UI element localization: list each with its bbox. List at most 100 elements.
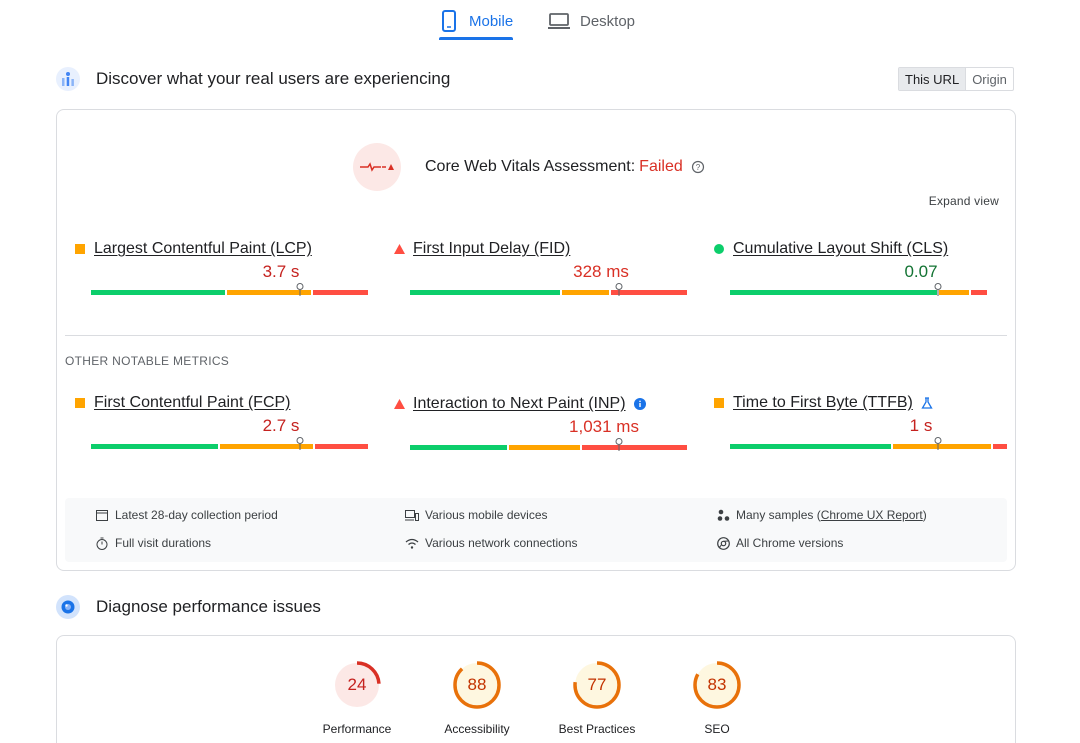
best-practices-label: Best Practices: [558, 722, 636, 736]
diagnose-card: 24 Performance 88 Accessibility 77 Best …: [56, 635, 1016, 743]
help-icon[interactable]: ?: [691, 160, 705, 174]
inp-link[interactable]: Interaction to Next Paint (INP): [413, 395, 626, 412]
inp-p75-marker: [615, 438, 623, 451]
metric-lcp: Largest Contentful Paint (LCP) 3.7 s: [75, 240, 368, 296]
assessment-label: Core Web Vitals Assessment:: [425, 158, 636, 175]
samples-icon: [716, 508, 730, 522]
cls-value: 0.07: [904, 262, 938, 281]
gauge-arc: [573, 661, 621, 709]
ttfb-p75-marker: [934, 437, 942, 450]
metric-fcp: First Contentful Paint (FCP) 2.7 s: [75, 394, 368, 450]
ttfb-link[interactable]: Time to First Byte (TTFB): [733, 394, 913, 411]
inp-distribution-bar: [410, 445, 689, 450]
expand-view-button[interactable]: Expand view: [928, 194, 999, 208]
field-data-card: Core Web Vitals Assessment: Failed ? Exp…: [56, 109, 1016, 571]
section-divider: [65, 335, 1007, 336]
gauge-performance[interactable]: 24 Performance: [297, 660, 417, 736]
field-data-header: Discover what your real users are experi…: [56, 67, 450, 91]
fcp-value: 2.7 s: [262, 416, 300, 435]
users-chart-icon: [56, 67, 80, 91]
ttfb-value: 1 s: [909, 416, 933, 435]
info-durations-text: Full visit durations: [115, 536, 212, 550]
toggle-this-url[interactable]: This URL: [899, 68, 967, 90]
info-icon[interactable]: [633, 398, 646, 410]
calendar-icon: [95, 508, 109, 522]
info-versions: All Chrome versions: [716, 536, 843, 550]
lighthouse-icon: [56, 595, 80, 619]
collection-info-panel: Latest 28-day collection period Full vis…: [65, 498, 1007, 562]
diagnose-title: Diagnose performance issues: [96, 597, 321, 616]
assessment-result: Failed: [639, 158, 683, 175]
gauge-background: [695, 663, 739, 707]
lcp-value: 3.7 s: [262, 262, 300, 281]
red-triangle-icon: [394, 399, 410, 409]
lcp-p75-marker: [296, 283, 304, 296]
performance-score: 24: [347, 675, 367, 694]
info-samples: Many samples (Chrome UX Report): [716, 508, 927, 522]
tab-mobile-label: Mobile: [469, 12, 514, 30]
info-versions-text: All Chrome versions: [736, 536, 844, 550]
accessibility-label: Accessibility: [444, 722, 510, 736]
other-metrics-label: OTHER NOTABLE METRICS: [65, 354, 230, 368]
info-devices: Various mobile devices: [405, 508, 548, 522]
info-samples-prefix: Many samples (: [736, 508, 821, 522]
url-origin-toggle: This URL Origin: [898, 67, 1014, 91]
seo-label: SEO: [704, 722, 730, 736]
toggle-origin[interactable]: Origin: [972, 71, 1007, 87]
fcp-distribution-bar: [91, 444, 370, 449]
fid-distribution-bar: [410, 290, 689, 295]
gauge-arc: [693, 661, 741, 709]
gauge-background: [575, 663, 619, 707]
best-practices-score-ring: [573, 661, 621, 709]
tab-mobile[interactable]: Mobile: [439, 0, 514, 42]
seo-score-ring: [693, 661, 741, 709]
info-period: Latest 28-day collection period: [95, 508, 278, 522]
performance-label: Performance: [322, 722, 392, 736]
lcp-distribution-bar: [91, 290, 370, 295]
fcp-link[interactable]: First Contentful Paint (FCP): [94, 394, 291, 411]
performance-score-ring: [333, 661, 381, 709]
info-samples-suffix: ): [922, 508, 927, 522]
metric-ttfb: Time to First Byte (TTFB) 1 s: [714, 394, 1007, 450]
fid-p75-marker: [615, 283, 623, 296]
metric-inp: Interaction to Next Paint (INP) 1,031 ms: [394, 395, 687, 451]
cwv-assessment: Core Web Vitals Assessment: Failed ?: [353, 143, 705, 191]
fcp-p75-marker: [296, 437, 304, 450]
gauge-seo[interactable]: 83 SEO: [657, 660, 777, 736]
fid-link[interactable]: First Input Delay (FID): [413, 240, 571, 257]
chrome-ux-report-link[interactable]: Chrome UX Report: [820, 508, 923, 522]
devices-icon: [405, 508, 419, 522]
tab-desktop[interactable]: Desktop: [548, 0, 635, 42]
cls-distribution-bar: [730, 290, 989, 295]
gauge-background: [335, 663, 379, 707]
accessibility-score-ring: [453, 661, 501, 709]
gauge-arc: [453, 661, 501, 709]
gauge-best-practices[interactable]: 77 Best Practices: [537, 660, 657, 736]
ttfb-distribution-bar: [730, 444, 1009, 449]
svg-text:?: ?: [696, 163, 701, 172]
info-network: Various network connections: [405, 536, 578, 550]
fid-value: 328 ms: [573, 262, 629, 281]
info-durations: Full visit durations: [95, 536, 211, 550]
red-triangle-icon: [394, 244, 410, 254]
gauge-arc: [333, 661, 381, 709]
info-devices-text: Various mobile devices: [425, 508, 548, 522]
field-data-title: Discover what your real users are experi…: [96, 69, 451, 88]
gauge-accessibility[interactable]: 88 Accessibility: [417, 660, 537, 736]
phone-icon: [439, 10, 459, 32]
orange-square-icon: [75, 244, 91, 254]
cls-link[interactable]: Cumulative Layout Shift (CLS): [733, 240, 949, 257]
green-circle-icon: [714, 244, 730, 254]
lcp-link[interactable]: Largest Contentful Paint (LCP): [94, 240, 312, 257]
cls-p75-marker: [934, 283, 942, 296]
metric-fid: First Input Delay (FID) 328 ms: [394, 240, 687, 296]
metric-cls: Cumulative Layout Shift (CLS) 0.07: [714, 240, 992, 296]
laptop-icon: [548, 12, 570, 30]
accessibility-score: 88: [467, 675, 487, 694]
device-tabs: Mobile Desktop: [0, 0, 1080, 42]
gauge-background: [455, 663, 499, 707]
orange-square-icon: [75, 398, 91, 408]
flask-icon[interactable]: [921, 397, 933, 409]
info-period-text: Latest 28-day collection period: [115, 508, 278, 522]
chrome-icon: [716, 536, 730, 550]
